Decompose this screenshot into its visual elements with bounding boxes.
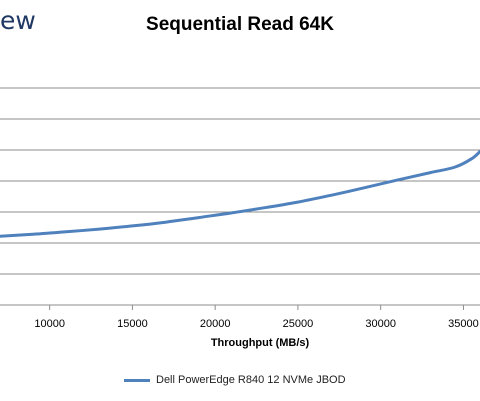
series-line-0 xyxy=(0,150,480,238)
x-tick-label-5: 35000 xyxy=(448,318,479,330)
x-tick-label-2: 20000 xyxy=(200,318,231,330)
x-tick-label-3: 25000 xyxy=(283,318,314,330)
chart-title: Sequential Read 64K xyxy=(146,14,334,35)
x-tick-label-4: 30000 xyxy=(365,318,396,330)
legend: Dell PowerEdge R840 12 NVMe JBOD xyxy=(124,374,346,386)
x-tick-label-1: 15000 xyxy=(117,318,148,330)
legend-label: Dell PowerEdge R840 12 NVMe JBOD xyxy=(156,374,346,386)
logo-fragment: ew xyxy=(0,6,36,35)
x-tick-label-0: 10000 xyxy=(34,318,65,330)
x-axis-title: Throughput (MB/s) xyxy=(210,337,310,349)
legend-swatch xyxy=(124,378,150,382)
